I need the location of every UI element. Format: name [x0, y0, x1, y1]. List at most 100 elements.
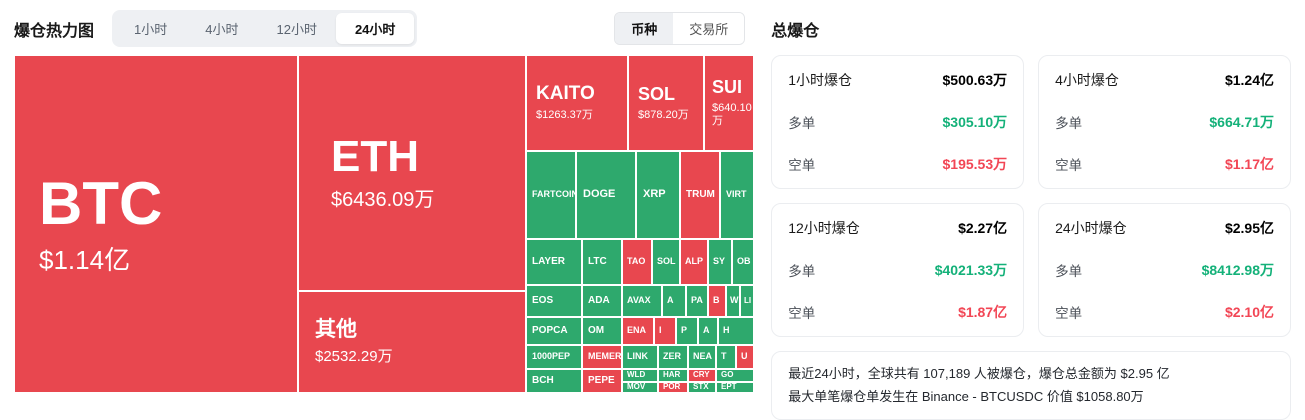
treemap-cell-U[interactable]: U [736, 345, 754, 369]
treemap-cell-HAR[interactable]: HAR [658, 369, 688, 382]
stat-card-24h: 24小时爆仓 $2.95亿 多单 $8412.98万 空单 $2.10亿 [1038, 203, 1291, 337]
treemap-cell-NEA[interactable]: NEA [688, 345, 716, 369]
card-total: $2.27亿 [958, 220, 1008, 236]
treemap-cell-I[interactable]: I [654, 317, 676, 345]
treemap-cell-P[interactable]: P [676, 317, 698, 345]
short-value: $195.53万 [942, 156, 1008, 172]
tab-4h[interactable]: 4小时 [205, 22, 239, 37]
treemap-cell-BCH[interactable]: BCH [526, 369, 582, 393]
treemap-cell-SOL[interactable]: SOL [652, 239, 680, 285]
treemap-cell-W[interactable]: W [726, 285, 740, 317]
header-right: 总爆仓 [771, 17, 1291, 41]
treemap-cell-A[interactable]: A [698, 317, 718, 345]
tab-24h[interactable]: 24小时 [335, 13, 415, 44]
treemap-cell-EPT[interactable]: EPT [716, 382, 754, 393]
treemap-cell-ETH[interactable]: ETH $6436.09万 [298, 55, 526, 291]
treemap-cell-ZER[interactable]: ZER [658, 345, 688, 369]
short-label: 空单 [788, 306, 816, 321]
short-label: 空单 [1055, 158, 1083, 173]
long-label: 多单 [1055, 264, 1083, 279]
panel-title: 总爆仓 [771, 22, 820, 40]
treemap-cell-SY[interactable]: SY [708, 239, 732, 285]
right-panel: 1小时爆仓 $500.63万 多单 $305.10万 空单 $195.53万 4… [771, 55, 1291, 420]
treemap-cell-LAYER[interactable]: LAYER [526, 239, 582, 285]
treemap-cell-STX[interactable]: STX [688, 382, 716, 393]
treemap-cell-MOV[interactable]: MOV [622, 382, 658, 393]
stat-card-1h: 1小时爆仓 $500.63万 多单 $305.10万 空单 $195.53万 [771, 55, 1025, 189]
treemap-cell-KAITO[interactable]: KAITO $1263.37万 [526, 55, 628, 151]
header: 爆仓热力图 1小时 4小时 12小时 24小时 币种 交易所 总爆仓 [0, 0, 1305, 55]
main: BTC $1.14亿 ETH $6436.09万 其他 $2532.29万 KAITO $12… [0, 55, 1305, 420]
treemap-cell-AVAX[interactable]: AVAX [622, 285, 662, 317]
treemap-cell-H[interactable]: H [718, 317, 754, 345]
treemap-cell-1000PEP[interactable]: 1000PEP [526, 345, 582, 369]
card-total: $500.63万 [942, 72, 1008, 88]
treemap-cell-A[interactable]: A [662, 285, 686, 317]
short-value: $2.10亿 [1224, 304, 1274, 320]
long-row: 多单 $8412.98万 [1055, 260, 1274, 280]
card-title: 12小时爆仓 [788, 220, 860, 236]
treemap-cell-LI[interactable]: LI [740, 285, 754, 317]
card-head: 1小时爆仓 $500.63万 [788, 70, 1007, 90]
header-left: 爆仓热力图 1小时 4小时 12小时 24小时 币种 交易所 [14, 10, 746, 47]
card-title: 4小时爆仓 [1055, 72, 1119, 88]
view-toggle: 币种 交易所 [614, 12, 746, 45]
treemap-cell-LINK[interactable]: LINK [622, 345, 658, 369]
treemap-cell-其他[interactable]: 其他 $2532.29万 [298, 291, 526, 393]
treemap-cell-ALP[interactable]: ALP [680, 239, 708, 285]
treemap-cell-OB[interactable]: OB [732, 239, 754, 285]
long-label: 多单 [1055, 116, 1083, 131]
card-head: 24小时爆仓 $2.95亿 [1055, 218, 1274, 238]
card-head: 4小时爆仓 $1.24亿 [1055, 70, 1274, 90]
treemap-cell-GO[interactable]: GO [716, 369, 754, 382]
time-tabs: 1小时 4小时 12小时 24小时 [112, 10, 418, 47]
short-value: $1.17亿 [1224, 156, 1274, 172]
treemap-cell-PA[interactable]: PA [686, 285, 708, 317]
treemap-cell-FARTCOIN[interactable]: FARTCOIN [526, 151, 576, 239]
long-value: $4021.33万 [934, 262, 1008, 278]
long-value: $305.10万 [942, 114, 1008, 130]
treemap-cell-OM[interactable]: OM [582, 317, 622, 345]
treemap-cell-DOGE[interactable]: DOGE [576, 151, 636, 239]
tab-12h[interactable]: 12小时 [276, 22, 317, 37]
treemap-cell-SUI[interactable]: SUI $640.10万 [704, 55, 754, 151]
card-total: $1.24亿 [1224, 72, 1274, 88]
treemap-cell-POPCA[interactable]: POPCA [526, 317, 582, 345]
treemap-cell-MEMER[interactable]: MEMER [582, 345, 622, 369]
treemap-cell-XRP[interactable]: XRP [636, 151, 680, 239]
long-row: 多单 $4021.33万 [788, 260, 1007, 280]
treemap-cell-POR[interactable]: POR [658, 382, 688, 393]
treemap-cell-PEPE[interactable]: PEPE [582, 369, 622, 393]
long-row: 多单 $305.10万 [788, 112, 1007, 132]
short-row: 空单 $1.17亿 [1055, 154, 1274, 174]
treemap: BTC $1.14亿 ETH $6436.09万 其他 $2532.29万 KAITO $12… [14, 55, 754, 393]
treemap-cell-CRY[interactable]: CRY [688, 369, 716, 382]
card-head: 12小时爆仓 $2.27亿 [788, 218, 1007, 238]
treemap-cell-ADA[interactable]: ADA [582, 285, 622, 317]
tab-1h[interactable]: 1小时 [134, 22, 168, 37]
short-label: 空单 [788, 158, 816, 173]
stat-card-12h: 12小时爆仓 $2.27亿 多单 $4021.33万 空单 $1.87亿 [771, 203, 1025, 337]
view-toggle-exchange[interactable]: 交易所 [673, 13, 745, 44]
view-toggle-coin[interactable]: 币种 [615, 13, 674, 44]
long-value: $664.71万 [1209, 114, 1274, 130]
stat-card-4h: 4小时爆仓 $1.24亿 多单 $664.71万 空单 $1.17亿 [1038, 55, 1291, 189]
treemap-cell-WLD[interactable]: WLD [622, 369, 658, 382]
treemap-cell-VIRT[interactable]: VIRT [720, 151, 754, 239]
long-label: 多单 [788, 116, 816, 131]
treemap-cell-LTC[interactable]: LTC [582, 239, 622, 285]
treemap-cell-TRUM[interactable]: TRUM [680, 151, 720, 239]
summary-card: 最近24小时，全球共有 107,189 人被爆仓，爆仓总金额为 $2.95 亿 … [771, 351, 1291, 420]
treemap-cell-BTC[interactable]: BTC $1.14亿 [14, 55, 298, 393]
treemap-cell-ENA[interactable]: ENA [622, 317, 654, 345]
treemap-cell-B[interactable]: B [708, 285, 726, 317]
treemap-cell-SOL[interactable]: SOL $878.20万 [628, 55, 704, 151]
card-title: 24小时爆仓 [1055, 220, 1127, 236]
page-title: 爆仓热力图 [14, 22, 95, 40]
treemap-cell-EOS[interactable]: EOS [526, 285, 582, 317]
short-label: 空单 [1055, 306, 1083, 321]
treemap-cell-T[interactable]: T [716, 345, 736, 369]
treemap-cell-TAO[interactable]: TAO [622, 239, 652, 285]
short-row: 空单 $2.10亿 [1055, 302, 1274, 322]
summary-line-2: 最大单笔爆仓单发生在 Binance - BTCUSDC 价值 $1058.80… [788, 389, 1144, 405]
